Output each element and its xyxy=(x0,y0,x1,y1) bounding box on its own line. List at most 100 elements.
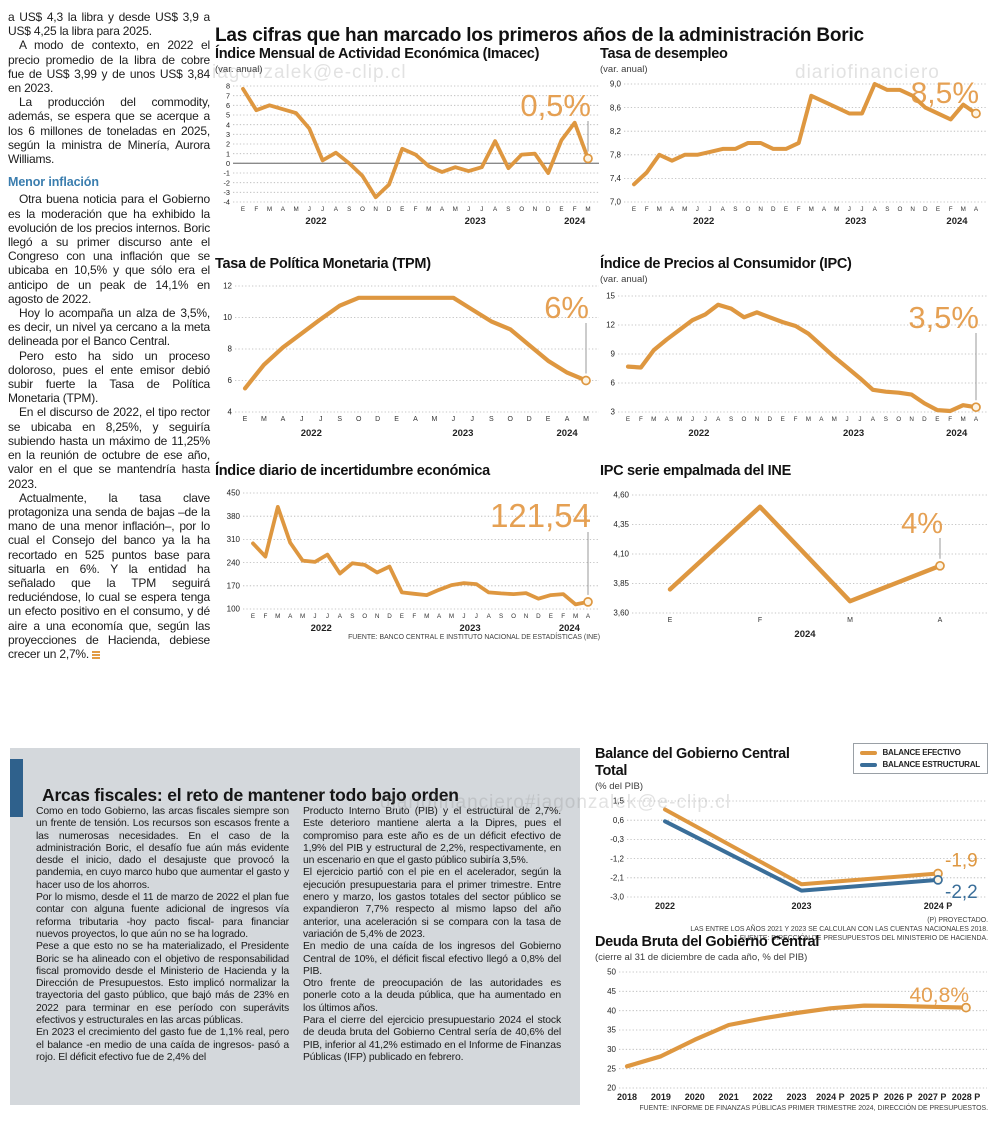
svg-text:S: S xyxy=(347,206,351,213)
svg-text:J: J xyxy=(308,206,311,213)
svg-text:J: J xyxy=(480,206,483,213)
svg-text:2024 P: 2024 P xyxy=(816,1092,845,1102)
svg-text:E: E xyxy=(668,617,673,624)
svg-text:2: 2 xyxy=(226,140,230,149)
svg-text:A: A xyxy=(822,206,827,213)
svg-text:2020: 2020 xyxy=(685,1092,705,1102)
svg-text:8,6: 8,6 xyxy=(610,103,622,112)
svg-text:4,10: 4,10 xyxy=(613,550,629,559)
svg-text:J: J xyxy=(326,613,329,620)
svg-text:O: O xyxy=(898,206,903,213)
svg-text:0: 0 xyxy=(226,159,230,168)
left-article-column: a US$ 4,3 la libra y desde US$ 3,9 a US$… xyxy=(8,10,210,661)
svg-text:S: S xyxy=(885,206,889,213)
chart-tpm: Tasa de Política Monetaria (TPM) 12 10 8 6 4… xyxy=(215,256,600,439)
svg-text:N: N xyxy=(755,416,760,423)
legend-item-efectivo: BALANCE EFECTIVO xyxy=(860,748,980,757)
svg-text:O: O xyxy=(896,416,901,423)
svg-text:E: E xyxy=(251,613,255,620)
svg-text:F: F xyxy=(645,206,649,213)
svg-text:12: 12 xyxy=(223,282,232,291)
svg-text:A: A xyxy=(819,416,824,423)
svg-text:12: 12 xyxy=(606,321,615,330)
svg-text:-4: -4 xyxy=(224,198,231,207)
chart-incertidumbre: Índice diario de incertidumbre económica… xyxy=(215,463,600,641)
svg-text:2022: 2022 xyxy=(301,428,322,439)
svg-text:40,8%: 40,8% xyxy=(909,984,969,1007)
chart-ipc: Índice de Precios al Consumidor (IPC) (v… xyxy=(600,256,988,439)
svg-text:A: A xyxy=(716,416,721,423)
svg-text:450: 450 xyxy=(227,489,241,498)
svg-text:240: 240 xyxy=(227,558,241,567)
fiscal-paragraph: Por lo mismo, desde el 11 de marzo de 20… xyxy=(36,892,289,940)
svg-text:M: M xyxy=(426,206,431,213)
chart-desempleo: Tasa de desempleo (var. anual) 9,0 8,6 8,2… xyxy=(600,46,988,227)
svg-text:2023: 2023 xyxy=(465,216,486,227)
svg-text:J: J xyxy=(704,416,707,423)
svg-text:2023: 2023 xyxy=(845,216,866,227)
chart-subtitle: (var. anual) xyxy=(600,274,648,285)
svg-text:2022: 2022 xyxy=(693,216,714,227)
fiscal-paragraph: Como en todo Gobierno, las arcas fiscale… xyxy=(36,806,289,891)
svg-text:A: A xyxy=(871,416,876,423)
svg-text:M: M xyxy=(261,416,267,423)
svg-text:30: 30 xyxy=(607,1045,616,1054)
svg-text:3: 3 xyxy=(611,408,616,417)
svg-text:S: S xyxy=(350,613,354,620)
chart-imacec: Índice Mensual de Actividad Económica (I… xyxy=(215,46,600,227)
svg-text:J: J xyxy=(471,416,475,423)
svg-text:E: E xyxy=(549,613,553,620)
svg-text:S: S xyxy=(733,206,737,213)
fiscal-paragraph: Producto Interno Bruto (PIB) y el estruc… xyxy=(303,806,561,867)
svg-text:4,35: 4,35 xyxy=(613,520,629,529)
chart-subtitle: (var. anual) xyxy=(600,64,648,75)
svg-text:J: J xyxy=(848,206,851,213)
svg-text:2019: 2019 xyxy=(651,1092,671,1102)
svg-text:6: 6 xyxy=(228,376,233,385)
svg-text:2024: 2024 xyxy=(794,629,816,640)
chart-plot: 15 12 9 6 3 E F M A M J J A S O N D E F M A M J J A S O N D E F M A 2022 2… xyxy=(600,286,988,439)
svg-text:170: 170 xyxy=(227,582,241,591)
svg-text:2022: 2022 xyxy=(311,623,332,634)
article-paragraph: a US$ 4,3 la libra y desde US$ 3,9 a US$… xyxy=(8,10,210,39)
svg-text:7,4: 7,4 xyxy=(610,174,622,183)
legend-label: BALANCE ESTRUCTURAL xyxy=(882,760,980,769)
svg-text:F: F xyxy=(797,206,801,213)
svg-text:4: 4 xyxy=(226,120,230,129)
svg-text:J: J xyxy=(319,416,323,423)
svg-text:0,6: 0,6 xyxy=(613,816,625,825)
svg-text:4,60: 4,60 xyxy=(613,491,629,500)
svg-text:6: 6 xyxy=(226,101,230,110)
svg-text:D: D xyxy=(771,206,776,213)
svg-text:M: M xyxy=(293,206,298,213)
svg-text:2018: 2018 xyxy=(617,1092,637,1102)
chart-plot: 50 45 40 35 30 25 20 2018 2019 2020 2021 2022 2023 20… xyxy=(595,964,988,1104)
svg-text:2028 P: 2028 P xyxy=(952,1092,981,1102)
svg-text:A: A xyxy=(437,613,442,620)
svg-text:D: D xyxy=(923,206,928,213)
svg-text:3: 3 xyxy=(226,130,230,139)
svg-text:J: J xyxy=(475,613,478,620)
svg-text:M: M xyxy=(573,613,578,620)
svg-text:45: 45 xyxy=(607,987,616,996)
svg-text:35: 35 xyxy=(607,1026,616,1035)
svg-text:E: E xyxy=(626,416,630,423)
article-subhead: Menor inflación xyxy=(8,175,99,190)
svg-text:2023: 2023 xyxy=(786,1092,806,1102)
chart-source: FUENTE: BANCO CENTRAL E INSTITUTO NACION… xyxy=(348,634,600,641)
svg-text:A: A xyxy=(938,617,943,624)
svg-text:M: M xyxy=(449,613,454,620)
svg-text:M: M xyxy=(847,617,853,624)
svg-text:M: M xyxy=(267,206,272,213)
svg-text:F: F xyxy=(561,613,565,620)
svg-text:J: J xyxy=(860,206,863,213)
svg-text:M: M xyxy=(834,206,839,213)
svg-text:380: 380 xyxy=(227,512,241,521)
svg-text:D: D xyxy=(387,206,392,213)
svg-text:M: M xyxy=(431,416,437,423)
svg-text:E: E xyxy=(632,206,636,213)
svg-text:A: A xyxy=(665,416,670,423)
svg-text:1: 1 xyxy=(226,149,230,158)
article-paragraph: La producción del commodity, además, se … xyxy=(8,95,210,167)
fiscal-paragraph: En medio de una caída de los ingresos de… xyxy=(303,941,561,977)
